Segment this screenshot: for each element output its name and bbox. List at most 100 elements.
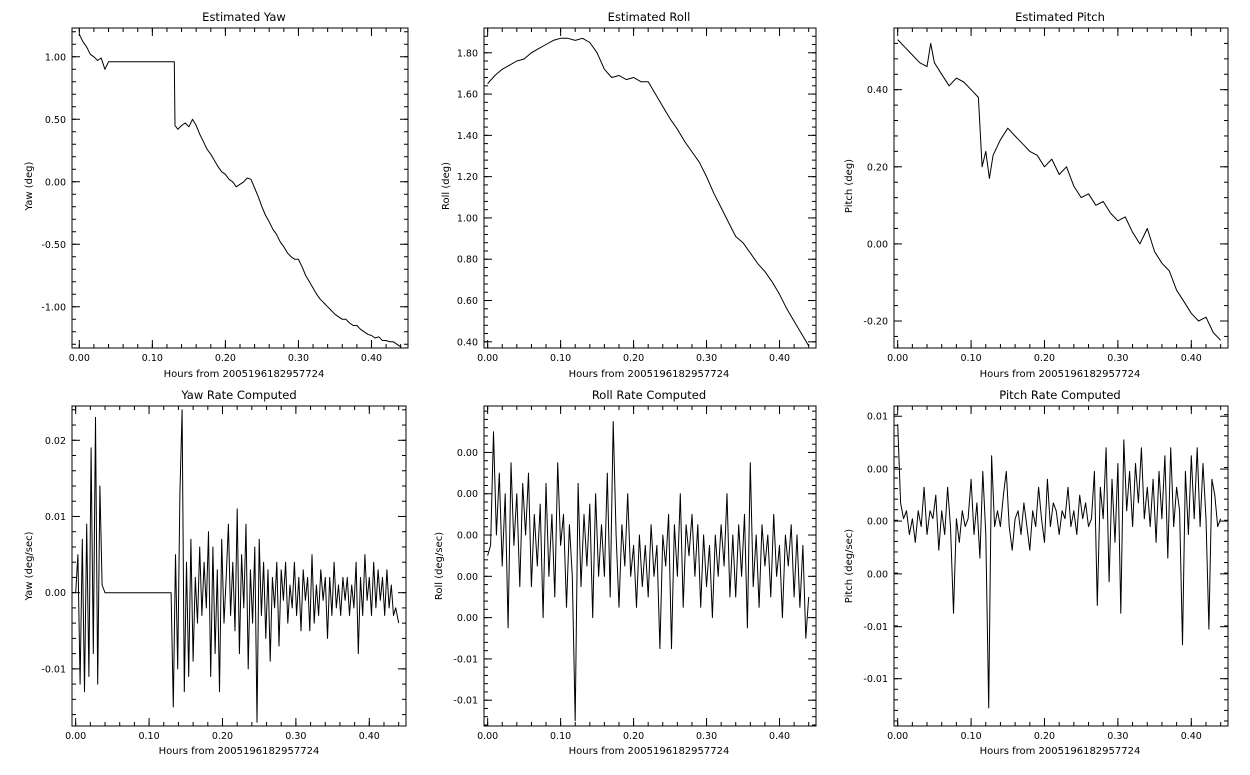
- x-tick-label: 0.40: [1181, 353, 1202, 364]
- x-tick-label: 0.10: [550, 353, 571, 364]
- series-line: [487, 37, 810, 347]
- plot-frame: [893, 27, 1229, 349]
- y-tick-label: 0.20: [867, 162, 888, 173]
- x-tick-label: 0.10: [960, 353, 981, 364]
- x-tick-label: 0.40: [769, 731, 790, 742]
- plot-frame: [71, 405, 407, 727]
- y-tick-label: 0.00: [45, 177, 66, 188]
- x-tick-label: 0.00: [887, 353, 908, 364]
- x-tick-label: 0.00: [477, 731, 498, 742]
- x-tick-label: 0.30: [1107, 353, 1128, 364]
- series-line: [487, 421, 810, 722]
- y-tick-label: -0.01: [863, 622, 888, 633]
- y-tick-label: -0.01: [453, 696, 478, 707]
- panel-estimated-yaw: Estimated Yaw Hours from 200519618295772…: [24, 10, 409, 380]
- plot-frame: [71, 27, 409, 349]
- series-line: [897, 424, 1222, 709]
- x-tick-label: 0.40: [359, 731, 380, 742]
- y-tick-label: 0.00: [457, 572, 478, 583]
- panel-title: Yaw Rate Computed: [180, 388, 296, 402]
- y-tick-label: 1.40: [457, 131, 478, 142]
- x-axis-label: Hours from 2005196182957724: [159, 746, 320, 757]
- y-tick-label: 1.80: [457, 48, 478, 59]
- x-tick-label: 0.40: [361, 353, 382, 364]
- y-tick-label: -0.01: [863, 674, 888, 685]
- y-tick-label: 1.00: [45, 52, 66, 63]
- x-tick-label: 0.20: [623, 353, 644, 364]
- x-tick-label: 0.00: [65, 731, 86, 742]
- y-tick-label: 0.00: [45, 588, 66, 599]
- y-tick-label: 0.00: [457, 613, 478, 624]
- x-tick-label: 0.20: [215, 353, 236, 364]
- x-tick-label: 0.40: [769, 353, 790, 364]
- series-line: [78, 34, 401, 348]
- y-tick-label: 0.00: [867, 569, 888, 580]
- y-tick-label: -0.01: [453, 654, 478, 665]
- y-tick-label: 0.00: [457, 531, 478, 542]
- y-tick-label: 0.60: [457, 296, 478, 307]
- y-axis-label: Yaw (deg): [24, 161, 35, 211]
- x-tick-label: 0.20: [1034, 731, 1055, 742]
- series-line: [75, 409, 400, 723]
- y-tick-label: 1.60: [457, 90, 478, 101]
- y-axis-label: Yaw (deg/sec): [24, 531, 35, 601]
- y-tick-label: 0.00: [457, 448, 478, 459]
- y-tick-label: 0.40: [457, 337, 478, 348]
- y-axis-label: Pitch (deg/sec): [844, 529, 855, 604]
- y-tick-label: 0.00: [457, 489, 478, 500]
- x-tick-label: 0.20: [1034, 353, 1055, 364]
- x-tick-label: 0.10: [960, 731, 981, 742]
- panel-title: Estimated Yaw: [202, 10, 286, 24]
- plot-frame: [893, 405, 1229, 727]
- x-tick-label: 0.10: [138, 731, 159, 742]
- x-tick-label: 0.20: [623, 731, 644, 742]
- x-tick-label: 0.30: [696, 353, 717, 364]
- panel-estimated-roll: Estimated Roll Hours from 20051961829577…: [441, 10, 817, 380]
- x-tick-label: 0.00: [477, 353, 498, 364]
- series-line: [897, 39, 1222, 341]
- x-axis-label: Hours from 2005196182957724: [980, 746, 1141, 757]
- panel-title: Estimated Roll: [608, 10, 691, 24]
- x-tick-label: 0.30: [696, 731, 717, 742]
- x-tick-label: 0.20: [212, 731, 233, 742]
- y-tick-label: 0.80: [457, 255, 478, 266]
- x-axis-label: Hours from 2005196182957724: [569, 369, 730, 380]
- panel-estimated-pitch: Estimated Pitch Hours from 2005196182957…: [844, 10, 1229, 380]
- y-tick-label: 0.00: [867, 465, 888, 476]
- panel-roll-rate: Roll Rate Computed Hours from 2005196182…: [434, 388, 817, 757]
- x-tick-label: 0.30: [1107, 731, 1128, 742]
- x-axis-label: Hours from 2005196182957724: [164, 369, 325, 380]
- panel-title: Estimated Pitch: [1015, 10, 1105, 24]
- y-tick-label: 1.20: [457, 172, 478, 183]
- x-tick-label: 0.00: [69, 353, 90, 364]
- y-axis-label: Roll (deg): [441, 162, 452, 210]
- y-axis-label: Pitch (deg): [844, 159, 855, 213]
- y-tick-label: 0.50: [45, 115, 66, 126]
- panel-pitch-rate: Pitch Rate Computed Hours from 200519618…: [844, 388, 1229, 757]
- plot-frame: [483, 405, 817, 727]
- y-tick-label: -0.50: [41, 240, 66, 251]
- x-tick-label: 0.30: [285, 731, 306, 742]
- y-tick-label: 1.00: [457, 213, 478, 224]
- y-tick-label: 0.02: [45, 436, 66, 447]
- x-axis-label: Hours from 2005196182957724: [569, 746, 730, 757]
- y-tick-label: -1.00: [41, 302, 66, 313]
- y-tick-label: 0.00: [867, 239, 888, 250]
- plot-frame: [483, 27, 817, 349]
- x-tick-label: 0.00: [887, 731, 908, 742]
- y-tick-label: 0.40: [867, 85, 888, 96]
- y-tick-label: -0.01: [41, 664, 66, 675]
- y-tick-label: 0.01: [45, 512, 66, 523]
- y-tick-label: 0.01: [867, 412, 888, 423]
- x-tick-label: 0.40: [1181, 731, 1202, 742]
- panel-title: Roll Rate Computed: [592, 388, 706, 402]
- panel-yaw-rate: Yaw Rate Computed Hours from 20051961829…: [24, 388, 407, 757]
- y-tick-label: 0.00: [867, 517, 888, 528]
- x-axis-label: Hours from 2005196182957724: [980, 369, 1141, 380]
- x-tick-label: 0.10: [142, 353, 163, 364]
- y-tick-label: -0.20: [863, 317, 888, 328]
- x-tick-label: 0.30: [288, 353, 309, 364]
- y-axis-label: Roll (deg/sec): [434, 532, 445, 600]
- panel-title: Pitch Rate Computed: [999, 388, 1120, 402]
